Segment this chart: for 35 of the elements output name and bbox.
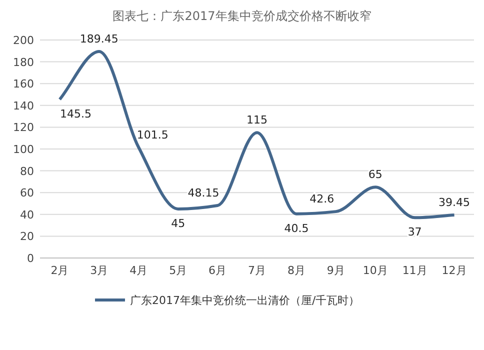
- y-tick-label: 100: [13, 143, 34, 156]
- data-label: 40.5: [284, 222, 309, 235]
- data-label: 42.6: [310, 192, 334, 206]
- y-tick-label: 60: [20, 186, 34, 200]
- chart-title: 图表七：广东2017年集中竞价成交价格不断收窄: [112, 9, 372, 23]
- x-tick-label: 2月: [50, 264, 69, 277]
- y-tick-label: 200: [13, 34, 34, 47]
- data-label: 101.5: [136, 128, 168, 142]
- y-tick-label: 40: [20, 208, 34, 222]
- y-tick-label: 0: [27, 252, 34, 265]
- legend-label: 广东2017年集中竞价统一出清价（厘/千瓦时）: [130, 294, 360, 307]
- x-tick-label: 12月: [442, 264, 467, 277]
- x-tick-label: 5月: [169, 264, 188, 277]
- data-label: 45: [171, 216, 186, 230]
- data-label: 37: [408, 226, 422, 239]
- data-label: 145.5: [60, 107, 92, 120]
- x-tick-label: 11月: [402, 264, 428, 277]
- data-label: 39.45: [438, 196, 470, 209]
- x-tick-label: 9月: [326, 264, 345, 277]
- x-tick-label: 3月: [90, 264, 108, 277]
- data-label: 115: [246, 114, 268, 127]
- x-tick-label: 6月: [208, 264, 227, 277]
- x-tick-label: 4月: [130, 264, 148, 277]
- data-label: 65: [368, 168, 382, 182]
- y-tick-label: 20: [20, 230, 34, 244]
- x-tick-label: 7月: [248, 264, 266, 277]
- x-tick-label: 10月: [362, 264, 388, 277]
- y-tick-label: 120: [13, 121, 34, 134]
- x-tick-label: 8月: [287, 264, 306, 277]
- y-tick-label: 80: [20, 164, 34, 178]
- y-tick-label: 180: [13, 56, 34, 69]
- data-label: 189.45: [80, 32, 118, 46]
- y-tick-label: 160: [13, 78, 34, 91]
- y-tick-label: 140: [13, 99, 34, 112]
- data-label: 48.15: [188, 186, 220, 200]
